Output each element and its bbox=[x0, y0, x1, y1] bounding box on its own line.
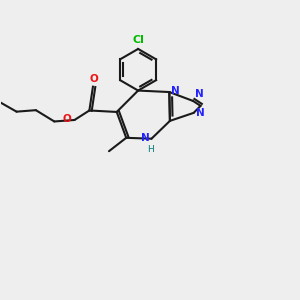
Text: O: O bbox=[89, 74, 98, 84]
Text: N: N bbox=[171, 86, 180, 96]
Text: H: H bbox=[147, 145, 154, 154]
Text: N: N bbox=[196, 108, 205, 118]
Text: O: O bbox=[63, 114, 71, 124]
Text: Cl: Cl bbox=[132, 35, 144, 45]
Text: N: N bbox=[141, 133, 150, 143]
Text: N: N bbox=[195, 89, 203, 99]
